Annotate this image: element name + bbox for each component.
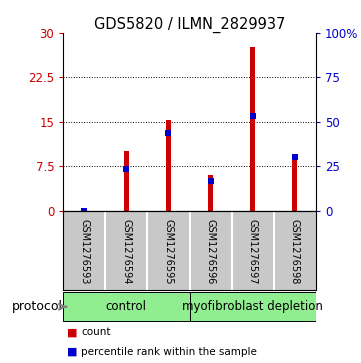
Text: count: count	[81, 327, 111, 337]
Bar	[190, 292, 316, 322]
Point	[292, 154, 298, 160]
Bar	[166, 121, 171, 211]
Bar	[63, 292, 190, 322]
Text: GSM1276596: GSM1276596	[205, 219, 216, 284]
Title: GDS5820 / ILMN_2829937: GDS5820 / ILMN_2829937	[94, 16, 285, 33]
Text: ■: ■	[67, 327, 77, 337]
Text: GSM1276597: GSM1276597	[248, 219, 258, 284]
Bar	[124, 151, 129, 211]
Bar	[250, 48, 255, 211]
Text: ■: ■	[67, 347, 77, 357]
Text: control: control	[106, 300, 147, 313]
Text: GSM1276594: GSM1276594	[121, 219, 131, 284]
Bar	[292, 157, 297, 211]
Bar	[208, 175, 213, 211]
Point	[166, 131, 171, 136]
Point	[208, 178, 213, 184]
Point	[81, 208, 87, 213]
Text: percentile rank within the sample: percentile rank within the sample	[81, 347, 257, 357]
Point	[123, 166, 129, 172]
Text: GSM1276595: GSM1276595	[164, 219, 174, 284]
Point	[250, 113, 256, 119]
Text: GSM1276593: GSM1276593	[79, 219, 89, 284]
Text: myofibroblast depletion: myofibroblast depletion	[182, 300, 323, 313]
Text: GSM1276598: GSM1276598	[290, 219, 300, 284]
Text: protocol: protocol	[12, 300, 63, 313]
